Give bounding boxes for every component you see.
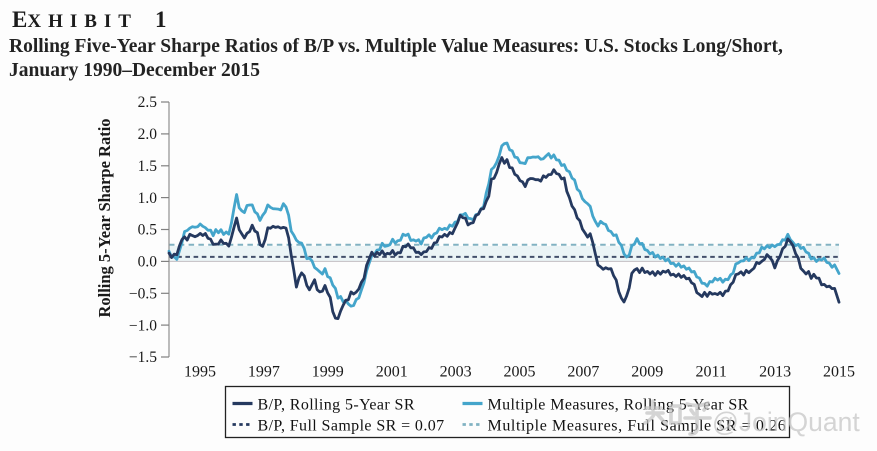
- svg-text:B/P, Full Sample SR = 0.07: B/P, Full Sample SR = 0.07: [258, 417, 445, 434]
- svg-text:2.0: 2.0: [138, 126, 158, 143]
- svg-text:Multiple Measures, Rolling 5-Y: Multiple Measures, Rolling 5-Year SR: [488, 396, 749, 413]
- svg-text:0.5: 0.5: [138, 222, 158, 239]
- svg-text:2013: 2013: [759, 364, 791, 381]
- svg-text:Multiple Measures, Full Sample: Multiple Measures, Full Sample SR = 0.26: [488, 417, 787, 434]
- svg-text:Rolling 5-Year Sharpe Ratio: Rolling 5-Year Sharpe Ratio: [95, 118, 114, 317]
- svg-text:B/P, Rolling 5-Year SR: B/P, Rolling 5-Year SR: [258, 396, 415, 413]
- svg-text:2009: 2009: [631, 364, 663, 381]
- svg-text:1995: 1995: [184, 364, 216, 381]
- svg-text:@JoinQuant: @JoinQuant: [712, 407, 860, 437]
- svg-text:1999: 1999: [312, 364, 344, 381]
- svg-text:0.0: 0.0: [138, 254, 158, 271]
- svg-text:2007: 2007: [567, 364, 599, 381]
- svg-text:2.5: 2.5: [138, 94, 158, 111]
- svg-text:−1.0: −1.0: [129, 317, 157, 334]
- svg-text:2001: 2001: [376, 364, 408, 381]
- svg-text:1.5: 1.5: [138, 158, 158, 175]
- svg-text:2015: 2015: [823, 364, 855, 381]
- svg-text:−1.5: −1.5: [129, 349, 157, 366]
- svg-text:2005: 2005: [504, 364, 536, 381]
- svg-text:−0.5: −0.5: [129, 286, 157, 303]
- svg-text:1.0: 1.0: [138, 190, 158, 207]
- svg-text:2003: 2003: [440, 364, 472, 381]
- svg-text:1997: 1997: [248, 364, 280, 381]
- svg-text:2011: 2011: [695, 364, 726, 381]
